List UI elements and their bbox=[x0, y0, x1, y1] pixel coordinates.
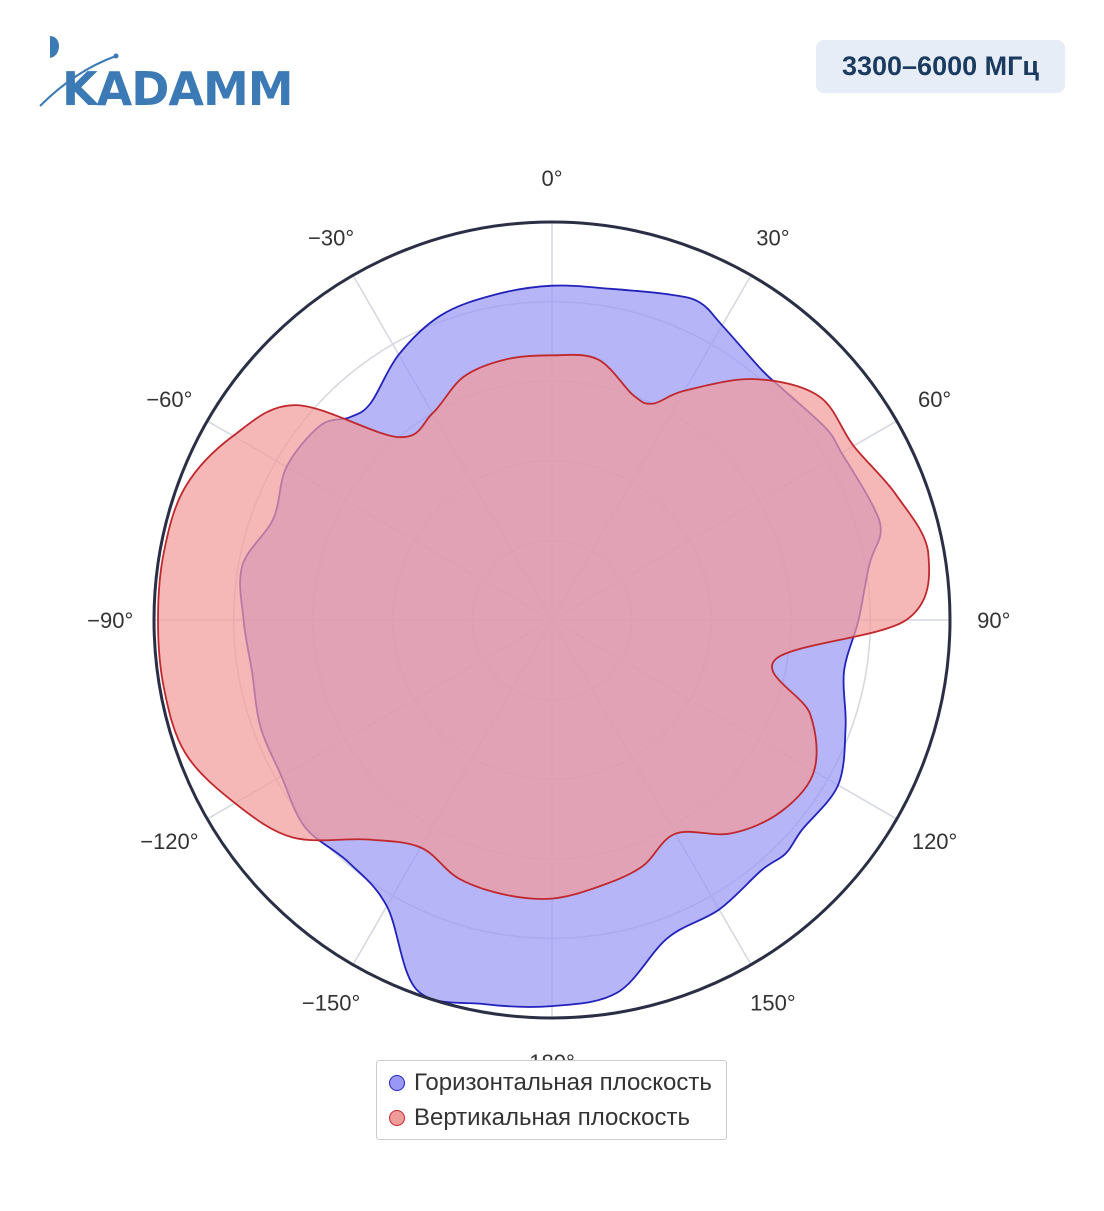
kadamm-logo-graphic: KADAMM bbox=[39, 36, 294, 116]
angular-tick-label: −120° bbox=[140, 829, 198, 854]
legend-item-vertical[interactable]: Вертикальная плоскость bbox=[389, 1103, 690, 1133]
logo-wordmark: KADAMM bbox=[62, 62, 293, 116]
legend-label-vertical: Вертикальная плоскость bbox=[414, 1104, 690, 1131]
series-vertical-area bbox=[157, 353, 931, 900]
legend-swatch-horizontal bbox=[389, 1075, 405, 1091]
legend-label-horizontal: Горизонтальная плоскость bbox=[414, 1069, 712, 1096]
legend-swatch-vertical bbox=[389, 1110, 405, 1126]
angular-tick-label: −150° bbox=[302, 991, 360, 1016]
angular-tick-label: 0° bbox=[541, 166, 562, 191]
angular-tick-label: 30° bbox=[756, 225, 789, 250]
angular-tick-label: 120° bbox=[912, 829, 958, 854]
angular-tick-label: 150° bbox=[750, 991, 796, 1016]
angular-tick-labels: 0°30°60°90°120°150°180°−150°−120°−90°−60… bbox=[87, 166, 1010, 1075]
angular-tick-label: −60° bbox=[146, 387, 192, 412]
polar-frame bbox=[152, 220, 952, 1020]
legend-item-horizontal[interactable]: Горизонтальная плоскость bbox=[389, 1068, 712, 1098]
kadamm-logo: KADAMM bbox=[36, 30, 296, 116]
polar-series bbox=[157, 284, 931, 1008]
chart-legend: Горизонтальная плоскость Вертикальная пл… bbox=[376, 1060, 727, 1140]
angular-tick-label: 90° bbox=[977, 608, 1010, 633]
angular-tick-label: −90° bbox=[87, 608, 133, 633]
angular-tick-label: 60° bbox=[918, 387, 951, 412]
frequency-badge: 3300–6000 МГц bbox=[816, 40, 1065, 93]
angular-tick-label: −30° bbox=[308, 225, 354, 250]
polar-outer-ring bbox=[152, 220, 952, 1020]
